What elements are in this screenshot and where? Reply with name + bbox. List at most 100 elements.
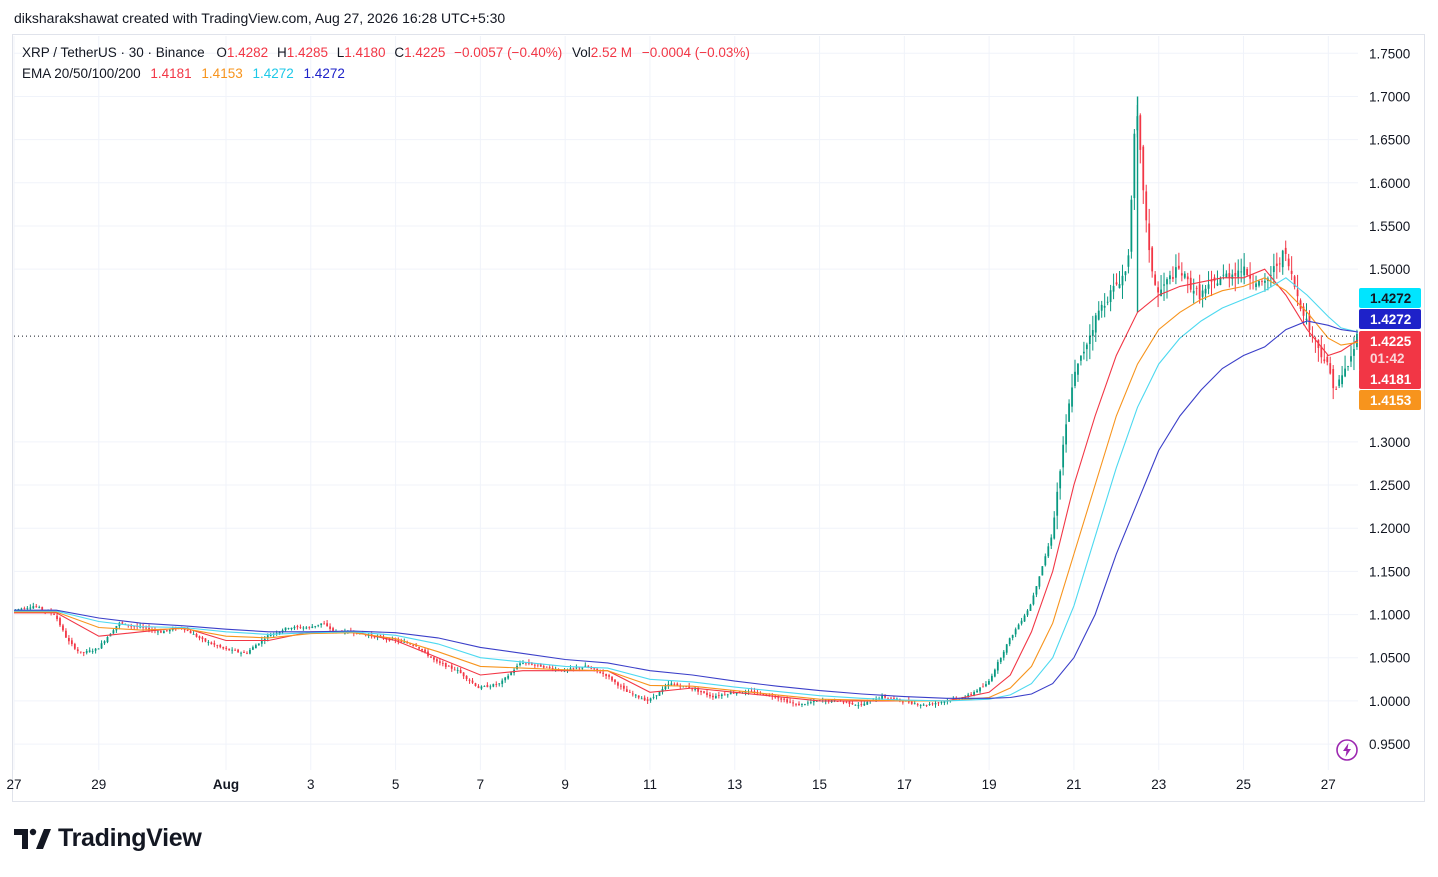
candle-body <box>415 645 418 647</box>
candle-body <box>985 684 987 687</box>
candle-body <box>634 694 637 696</box>
volume-value: 2.52 M <box>590 45 633 60</box>
candle-body <box>1094 315 1097 333</box>
candle-body <box>1017 624 1020 630</box>
candle-body <box>1041 566 1044 576</box>
candle-body <box>863 703 866 706</box>
candle-body <box>525 662 527 664</box>
candle-body <box>145 627 147 629</box>
candle-body <box>32 606 35 609</box>
candle-body <box>1100 304 1103 311</box>
candle-body <box>326 623 329 627</box>
candle-body <box>1311 334 1314 336</box>
ema20-price-tag-bg <box>1359 369 1421 389</box>
candle-body <box>958 698 961 700</box>
ema100-price-tag-bg <box>1359 288 1421 308</box>
candle-body <box>1109 290 1112 303</box>
ema-legend[interactable]: EMA 20/50/100/200 1.4181 1.4153 1.4272 1… <box>22 66 345 81</box>
candle-body <box>471 680 474 683</box>
candle-body <box>501 680 504 684</box>
candle-body <box>982 686 984 688</box>
candle-body <box>940 701 943 703</box>
candle-body <box>91 651 94 652</box>
x-tick-label: 27 <box>6 777 21 792</box>
candle-body <box>1044 556 1047 566</box>
candle-body <box>688 686 691 689</box>
symbol-legend[interactable]: XRP / TetherUS · 30 · Binance O1.4282 H1… <box>22 45 750 60</box>
candle-body <box>530 663 533 665</box>
candle-body <box>17 609 20 610</box>
candle-body <box>539 663 542 667</box>
candle-body <box>881 695 883 700</box>
candle-body <box>1231 274 1234 279</box>
candle-body <box>1097 310 1100 320</box>
candle-body <box>890 697 892 699</box>
candle-body <box>237 649 239 653</box>
high-value: 1.4285 <box>286 45 328 60</box>
brand-logo[interactable]: TradingView <box>14 824 202 853</box>
candle-body <box>637 695 640 698</box>
candle-body <box>765 694 768 696</box>
candle-body <box>308 626 311 628</box>
candle-body <box>1225 273 1228 278</box>
candle-body <box>1127 255 1130 267</box>
candle-body <box>165 630 168 632</box>
candle-body <box>916 704 919 706</box>
candle-body <box>249 649 251 654</box>
candle-body <box>1219 278 1222 286</box>
candle-body <box>1163 284 1165 286</box>
ema-label[interactable]: EMA 20/50/100/200 <box>22 66 141 81</box>
candle-body <box>1186 276 1189 280</box>
candle-body <box>1112 285 1115 292</box>
y-tick-label: 1.0500 <box>1369 651 1410 666</box>
candle-body <box>70 640 73 645</box>
candle-body <box>1308 314 1311 331</box>
candle-body <box>121 622 124 624</box>
candle-body <box>130 625 133 627</box>
candle-body <box>1323 359 1326 362</box>
candle-body <box>925 705 928 706</box>
candle-body <box>1249 275 1251 279</box>
candle-body <box>1071 387 1073 407</box>
candle-body <box>542 666 545 668</box>
candle-body <box>809 702 812 704</box>
y-tick-label: 1.1500 <box>1369 564 1410 579</box>
candle-body <box>1299 300 1302 309</box>
candle-body <box>1154 274 1157 285</box>
candle-body <box>1005 644 1008 653</box>
candle-body <box>1326 356 1329 363</box>
alert-flash-icon[interactable] <box>1335 738 1359 762</box>
candle-body <box>1207 284 1210 289</box>
candle-body <box>168 629 171 632</box>
candle-body <box>750 690 753 692</box>
candle-body <box>409 643 412 645</box>
ema50-price-tag-value: 1.4153 <box>1370 393 1412 408</box>
candle-body <box>216 645 219 646</box>
candle-body <box>815 700 818 702</box>
open-label: O <box>216 45 227 60</box>
candle-body <box>103 641 106 644</box>
candle-body <box>1240 271 1243 273</box>
candle-body <box>901 701 904 703</box>
candle-body <box>1177 265 1180 269</box>
candle-body <box>1341 375 1344 385</box>
candle-body <box>1169 275 1171 280</box>
candle-body <box>403 641 406 643</box>
candle-body <box>1029 604 1032 611</box>
candle-body <box>551 668 554 670</box>
candle-body <box>720 694 723 697</box>
symbol-name[interactable]: XRP / TetherUS · 30 · Binance <box>22 45 205 60</box>
candle-body <box>1103 305 1106 308</box>
y-tick-label: 1.5500 <box>1369 219 1410 234</box>
candle-body <box>257 643 260 645</box>
candle-body <box>1068 403 1070 422</box>
candle-body <box>418 647 421 649</box>
candle-body <box>468 679 471 681</box>
candle-body <box>495 684 498 685</box>
candle-body <box>545 666 548 668</box>
candle-body <box>507 675 510 679</box>
candle-body <box>293 626 296 629</box>
candle-body <box>112 630 115 634</box>
candle-body <box>614 679 616 683</box>
